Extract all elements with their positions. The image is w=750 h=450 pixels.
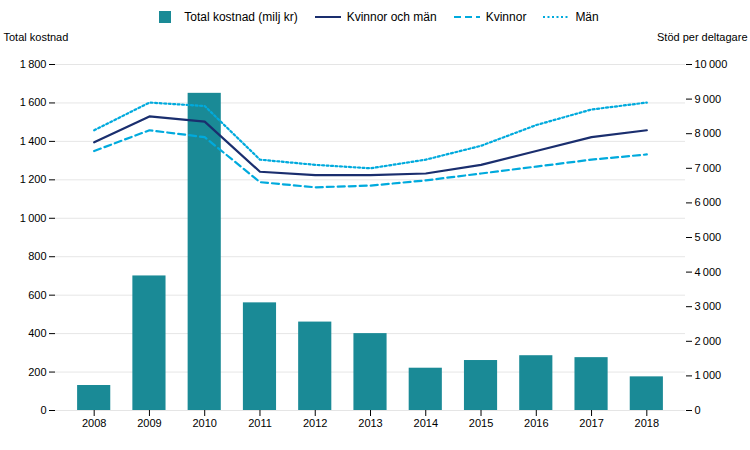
svg-text:1 800: 1 800 xyxy=(20,58,47,70)
svg-text:9 000: 9 000 xyxy=(695,93,722,105)
svg-text:1 000: 1 000 xyxy=(20,212,47,224)
svg-text:1 200: 1 200 xyxy=(20,173,47,185)
svg-text:2012: 2012 xyxy=(303,417,327,429)
html-text:Kvinnor och män: Kvinnor och män xyxy=(346,10,437,24)
svg-text:3 000: 3 000 xyxy=(695,300,722,312)
svg-text:2014: 2014 xyxy=(414,417,438,429)
svg-text:1 400: 1 400 xyxy=(20,135,47,147)
svg-text:2010: 2010 xyxy=(192,417,216,429)
svg-text:7 000: 7 000 xyxy=(695,162,722,174)
svg-text:8 000: 8 000 xyxy=(695,127,722,139)
svg-text:Stöd per deltagare: Stöd per deltagare xyxy=(657,31,748,43)
svg-text:600: 600 xyxy=(28,289,46,301)
svg-text:2009: 2009 xyxy=(137,417,161,429)
svg-text:Total kostnad: Total kostnad xyxy=(4,31,69,43)
svg-text:800: 800 xyxy=(28,250,46,262)
svg-text:4 000: 4 000 xyxy=(695,266,722,278)
svg-text:400: 400 xyxy=(28,327,46,339)
svg-text:2011: 2011 xyxy=(248,417,272,429)
svg-text:2013: 2013 xyxy=(358,417,382,429)
html-text:Kvinnor: Kvinnor xyxy=(485,10,527,24)
svg-text:200: 200 xyxy=(28,366,46,378)
html-text:Total kostnad (milj kr): Total kostnad (milj kr) xyxy=(184,10,298,24)
svg-text:2015: 2015 xyxy=(469,417,493,429)
svg-text:2 000: 2 000 xyxy=(695,335,722,347)
svg-text:2008: 2008 xyxy=(82,417,106,429)
html-text:Män: Män xyxy=(575,10,599,24)
svg-text:2018: 2018 xyxy=(635,417,659,429)
svg-text:5 000: 5 000 xyxy=(695,231,722,243)
svg-text:6 000: 6 000 xyxy=(695,196,722,208)
svg-text:2017: 2017 xyxy=(579,417,603,429)
svg-text:0: 0 xyxy=(695,404,701,416)
svg-text:1 000: 1 000 xyxy=(695,369,722,381)
svg-text:2016: 2016 xyxy=(524,417,548,429)
svg-text:0: 0 xyxy=(40,404,46,416)
svg-text:10 000: 10 000 xyxy=(695,58,728,70)
svg-text:1 600: 1 600 xyxy=(20,96,47,108)
